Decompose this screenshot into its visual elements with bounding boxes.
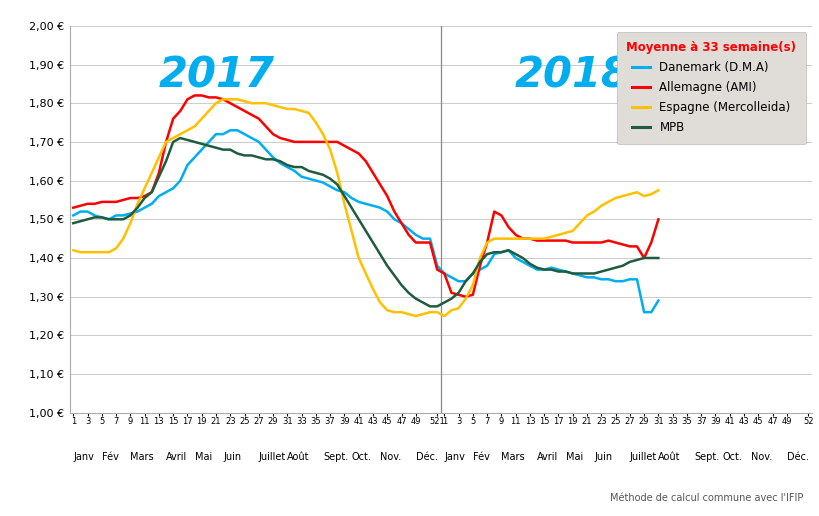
Text: Juin: Juin bbox=[594, 452, 612, 462]
Legend: Danemark (D.M.A), Allemagne (AMI), Espagne (Mercolleida), MPB: Danemark (D.M.A), Allemagne (AMI), Espag… bbox=[616, 31, 805, 144]
Text: Mai: Mai bbox=[194, 452, 211, 462]
Text: Janv: Janv bbox=[73, 452, 94, 462]
Text: Juillet: Juillet bbox=[629, 452, 656, 462]
Text: Nov.: Nov. bbox=[750, 452, 771, 462]
Text: Mars: Mars bbox=[130, 452, 154, 462]
Text: Juin: Juin bbox=[223, 452, 241, 462]
Text: Fév: Fév bbox=[102, 452, 119, 462]
Text: Avril: Avril bbox=[536, 452, 558, 462]
Text: Août: Août bbox=[287, 452, 310, 462]
Text: 2018: 2018 bbox=[514, 55, 630, 96]
Text: 2017: 2017 bbox=[159, 55, 274, 96]
Text: Déc.: Déc. bbox=[786, 452, 808, 462]
Text: Oct.: Oct. bbox=[722, 452, 741, 462]
Text: Juillet: Juillet bbox=[259, 452, 286, 462]
Text: Déc.: Déc. bbox=[415, 452, 437, 462]
Text: Mars: Mars bbox=[500, 452, 524, 462]
Text: Avril: Avril bbox=[165, 452, 187, 462]
Text: Oct.: Oct. bbox=[351, 452, 371, 462]
Text: Fév: Fév bbox=[473, 452, 489, 462]
Text: Méthode de calcul commune avec l'IFIP: Méthode de calcul commune avec l'IFIP bbox=[609, 493, 803, 503]
Text: Mai: Mai bbox=[565, 452, 582, 462]
Text: Sept.: Sept. bbox=[323, 452, 348, 462]
Text: Août: Août bbox=[658, 452, 680, 462]
Text: Sept.: Sept. bbox=[693, 452, 718, 462]
Text: Janv: Janv bbox=[444, 452, 464, 462]
Text: Nov.: Nov. bbox=[380, 452, 400, 462]
